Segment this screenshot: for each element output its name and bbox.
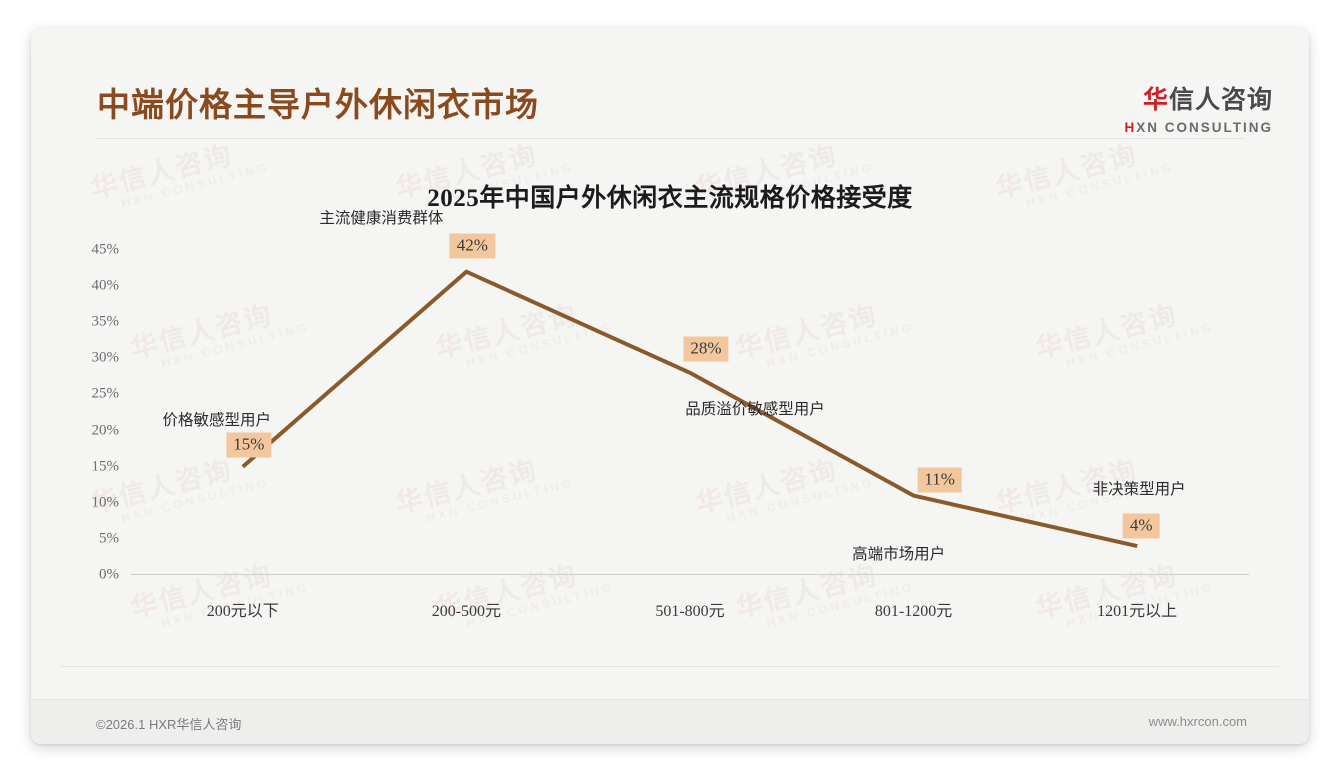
website-url: www.hxrcon.com xyxy=(1148,714,1247,729)
page-title: 中端价格主导户外休闲衣市场 xyxy=(97,88,539,124)
data-point-label: 28% xyxy=(683,336,729,362)
notes-divider xyxy=(61,666,1279,667)
y-axis-tick: 20% xyxy=(91,422,120,439)
y-axis-tick: 45% xyxy=(91,241,120,258)
y-axis-tick: 25% xyxy=(91,385,120,402)
y-axis-tick: 35% xyxy=(91,313,120,330)
logo-en-rest: XN CONSULTING xyxy=(1136,120,1273,135)
y-axis-tick: 10% xyxy=(91,494,120,511)
line-chart: 45% 40% 35% 30% 25% 20% 15% 10% 5% 0% 200元以下 200-5… xyxy=(31,28,1309,744)
x-axis-tick: 200-500元 xyxy=(431,603,502,620)
data-point-annotation: 高端市场用户 xyxy=(852,545,946,563)
x-axis-tick: 200元以下 xyxy=(206,603,279,620)
slide-card: 华信人咨询 HXN CONSULTING 华信人咨询 HXN CONSULTING 华信… xyxy=(31,28,1309,744)
logo-cn-red-char: 华 xyxy=(1142,87,1169,114)
data-point-annotation: 品质溢价敏感型用户 xyxy=(685,400,825,418)
chart-plot-area: 45% 40% 35% 30% 25% 20% 15% 10% 5% 0% 200元以下 200-5… xyxy=(92,210,1249,620)
data-point-annotation: 非决策型用户 xyxy=(1092,481,1186,499)
x-axis-tick: 801-1200元 xyxy=(874,603,953,620)
slide-header: 中端价格主导户外休闲衣市场 华信人咨询 HXN CONSULTING xyxy=(31,28,1309,139)
logo-en-red-char: H xyxy=(1124,120,1137,135)
data-point-label: 15% xyxy=(226,432,272,458)
y-axis-tick: 15% xyxy=(91,458,120,475)
data-point-label: 42% xyxy=(449,233,495,259)
chart-line-svg xyxy=(241,269,1138,549)
logo-chinese-text: 华信人咨询 xyxy=(1125,80,1274,116)
data-series-line xyxy=(241,269,1138,549)
logo-cn-rest: 信人咨询 xyxy=(1168,87,1273,114)
data-point-annotation: 价格敏感型用户 xyxy=(162,411,272,429)
x-axis-tick: 1201元以上 xyxy=(1097,603,1178,620)
logo-english-text: HXN CONSULTING xyxy=(1125,120,1274,135)
x-axis-line xyxy=(131,574,1249,575)
y-axis-tick: 30% xyxy=(91,349,120,366)
y-axis-tick: 5% xyxy=(99,530,119,547)
y-axis-tick: 40% xyxy=(91,277,120,294)
slide-footer: ©2026.1 HXR华信人咨询 www.hxrcon.com xyxy=(31,699,1309,744)
copyright-text: ©2026.1 HXR华信人咨询 xyxy=(96,717,242,732)
data-point-label: 11% xyxy=(917,467,962,493)
data-point-annotation: 主流健康消费群体 xyxy=(319,209,444,227)
x-axis-tick: 501-800元 xyxy=(655,603,725,620)
chart-title: 2025年中国户外休闲衣主流规格价格接受度 xyxy=(427,185,913,212)
company-logo: 华信人咨询 HXN CONSULTING xyxy=(1125,80,1274,135)
y-axis-tick: 0% xyxy=(99,566,119,583)
header-divider xyxy=(97,138,1245,139)
data-point-label: 4% xyxy=(1122,513,1160,539)
